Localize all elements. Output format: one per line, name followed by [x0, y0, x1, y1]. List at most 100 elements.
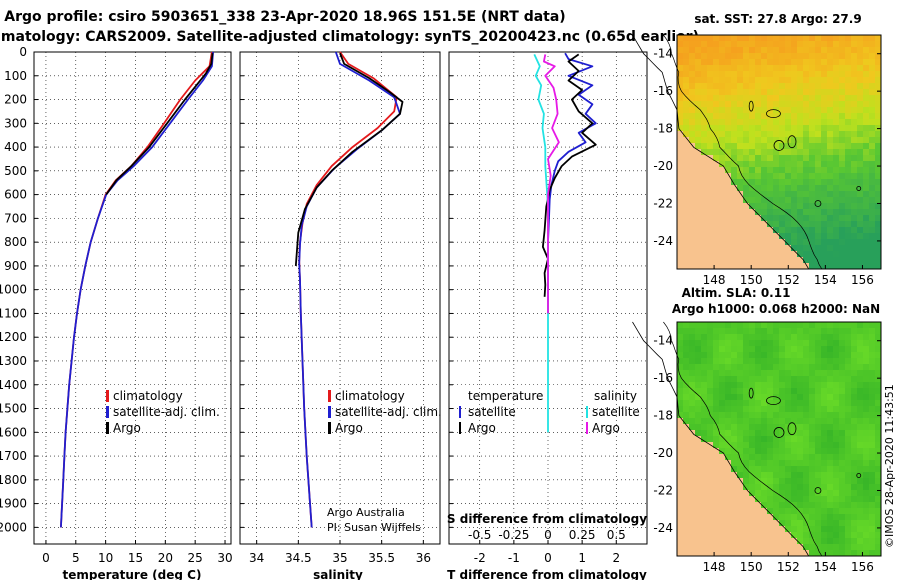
map-cell	[815, 53, 821, 59]
map-cell	[833, 478, 839, 484]
map-cell	[779, 490, 785, 496]
map-cell	[845, 424, 851, 430]
salinity-panel: 34 34.5 35 35.5 36 salinity climatology sate…	[239, 51, 442, 580]
map-cell	[749, 179, 755, 185]
map-cell	[695, 149, 701, 155]
map-cell	[737, 161, 743, 167]
depth-tick-label: 500	[4, 164, 27, 178]
top-tick-label: -0.25	[498, 528, 529, 542]
map-cell	[713, 544, 719, 550]
map-cell	[791, 412, 797, 418]
map-cell	[785, 191, 791, 197]
depth-tick-label: 1800	[0, 473, 27, 487]
map-cell	[749, 191, 755, 197]
map-cell	[713, 125, 719, 131]
map-cell	[773, 352, 779, 358]
depth-tick-label: 1100	[0, 306, 27, 320]
map-cell	[761, 370, 767, 376]
map-cell	[797, 490, 803, 496]
map-cell	[815, 95, 821, 101]
map-cell	[707, 233, 713, 239]
map-cell	[839, 454, 845, 460]
map-cell	[857, 430, 863, 436]
map-cell	[869, 179, 875, 185]
map-cell	[809, 418, 815, 424]
map-cell	[707, 185, 713, 191]
map-cell	[701, 508, 707, 514]
map-cell	[845, 388, 851, 394]
map-cell	[695, 412, 701, 418]
legend-s-argo-label: Argo	[592, 421, 620, 435]
map-cell	[809, 59, 815, 65]
map-cell	[737, 143, 743, 149]
map-cell	[797, 95, 803, 101]
map-cell	[857, 191, 863, 197]
map-cell	[683, 484, 689, 490]
map-cell	[839, 436, 845, 442]
map-cell	[875, 239, 881, 245]
map-cell	[737, 454, 743, 460]
map-cell	[725, 388, 731, 394]
map-cell	[749, 59, 755, 65]
map-cell	[773, 41, 779, 47]
map-cell	[683, 334, 689, 340]
map-cell	[833, 322, 839, 328]
map-cell	[857, 41, 863, 47]
map-cell	[839, 263, 845, 269]
map-cell	[731, 233, 737, 239]
map-cell	[683, 53, 689, 59]
map-cell	[797, 376, 803, 382]
map-cell	[749, 53, 755, 59]
map-cell	[773, 149, 779, 155]
map-cell	[725, 436, 731, 442]
map-cell	[779, 454, 785, 460]
map-cell	[689, 203, 695, 209]
map-cell	[779, 466, 785, 472]
map-cell	[695, 352, 701, 358]
map-cell	[743, 59, 749, 65]
map-cell	[833, 197, 839, 203]
map-cell	[737, 209, 743, 215]
map-cell	[803, 484, 809, 490]
map-cell	[761, 352, 767, 358]
map-cell	[833, 388, 839, 394]
map-cell	[809, 496, 815, 502]
map-cell	[737, 107, 743, 113]
map-cell	[749, 364, 755, 370]
map-cell	[791, 53, 797, 59]
map-cell	[677, 71, 683, 77]
map-cell	[845, 460, 851, 466]
map-cell	[767, 143, 773, 149]
map-cell	[851, 526, 857, 532]
map-cell	[743, 155, 749, 161]
map-cell	[761, 538, 767, 544]
map-cell	[809, 472, 815, 478]
map-cell	[755, 490, 761, 496]
map-cell	[755, 460, 761, 466]
map-x-tick-label: 152	[777, 560, 800, 574]
legend-argo-swatch	[328, 422, 331, 434]
map-cell	[749, 532, 755, 538]
map-cell	[761, 65, 767, 71]
map-cell	[761, 436, 767, 442]
map-cell	[833, 472, 839, 478]
map-cell	[731, 161, 737, 167]
map-cell	[815, 322, 821, 328]
map-cell	[785, 346, 791, 352]
map-cell	[803, 203, 809, 209]
map-cell	[707, 245, 713, 251]
map-cell	[773, 382, 779, 388]
map-cell	[845, 239, 851, 245]
map-cell	[707, 550, 713, 556]
map-cell	[677, 251, 683, 257]
map-cell	[707, 334, 713, 340]
map-cell	[677, 334, 683, 340]
map-cell	[827, 131, 833, 137]
legend-climatology-swatch	[328, 390, 331, 402]
map-cell	[755, 436, 761, 442]
map-cell	[761, 412, 767, 418]
map-cell	[683, 424, 689, 430]
map-cell	[809, 544, 815, 550]
map-cell	[875, 257, 881, 263]
legend-t-argo-swatch	[459, 422, 461, 434]
